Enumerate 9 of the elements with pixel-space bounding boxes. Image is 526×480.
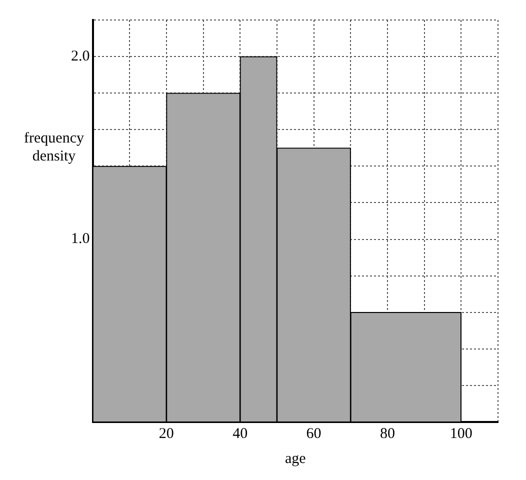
x-tick-label: 100 — [450, 426, 472, 442]
x-tick-label: 80 — [380, 426, 395, 442]
x-axis-title: age — [284, 450, 306, 467]
y-tick-label: 2.0 — [71, 48, 90, 64]
x-tick-label: 20 — [158, 426, 174, 442]
y-axis-title: frequency density — [24, 130, 84, 165]
x-tick-label: 40 — [232, 426, 248, 442]
y-tick-label: 1.0 — [71, 231, 90, 248]
x-tick-label: 60 — [306, 426, 322, 442]
